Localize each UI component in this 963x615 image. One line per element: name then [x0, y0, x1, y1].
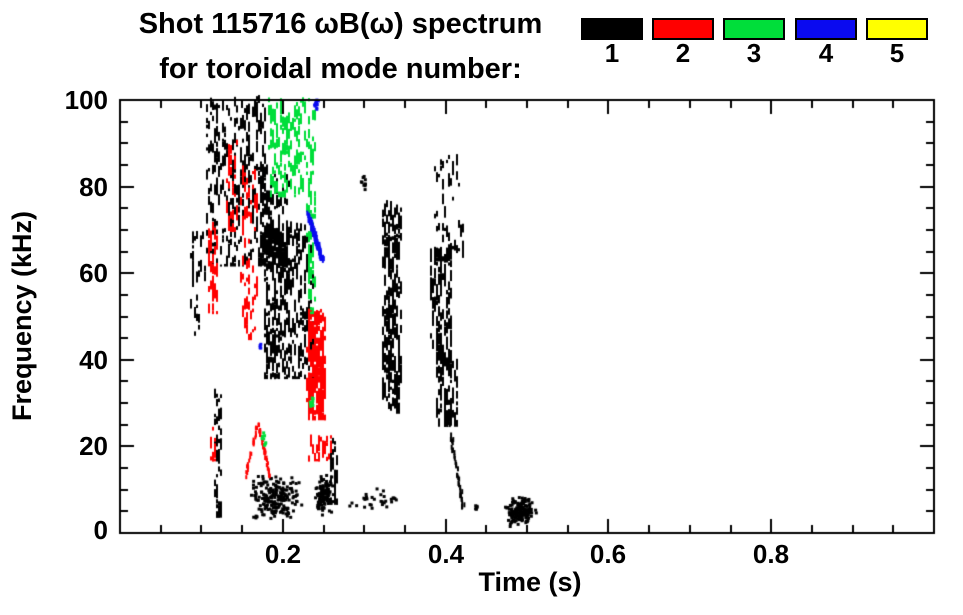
y-tick-label-40: 40: [79, 345, 108, 375]
legend-label-mode-4: 4: [818, 38, 834, 68]
x-tick-label-0.4: 0.4: [427, 539, 465, 569]
legend-swatch-mode-4: [795, 18, 857, 40]
y-tick-label-20: 20: [79, 431, 108, 461]
legend-swatch-mode-2: [652, 18, 714, 40]
plot-title: Shot 115716 ωB(ω) spectrum for toroidal …: [88, 2, 593, 92]
legend-label-mode-1: 1: [604, 38, 620, 68]
legend-label-mode-5: 5: [889, 38, 905, 68]
y-tick-label-100: 100: [64, 85, 108, 115]
plot-title-line-2: for toroidal mode number:: [159, 53, 522, 85]
legend-label-mode-3: 3: [746, 38, 762, 68]
legend-swatch-mode-1: [581, 18, 643, 40]
y-tick-label-0: 0: [93, 515, 108, 545]
legend-swatch-mode-3: [723, 18, 785, 40]
x-tick-label-0.8: 0.8: [752, 539, 790, 569]
legend-label-mode-2: 2: [675, 38, 691, 68]
legend-swatch-mode-5: [866, 18, 928, 40]
y-tick-label-80: 80: [79, 172, 108, 202]
x-tick-label-0.6: 0.6: [589, 539, 627, 569]
mode-legend: 1 2 3 4 5: [575, 18, 963, 68]
y-tick-label-60: 60: [79, 258, 108, 288]
x-axis-title: Time (s): [478, 567, 582, 597]
y-axis-title: Frequency (kHz): [7, 210, 37, 422]
x-tick-label-0.2: 0.2: [264, 539, 302, 569]
plot-title-line-1: Shot 115716 ωB(ω) spectrum: [138, 8, 543, 40]
